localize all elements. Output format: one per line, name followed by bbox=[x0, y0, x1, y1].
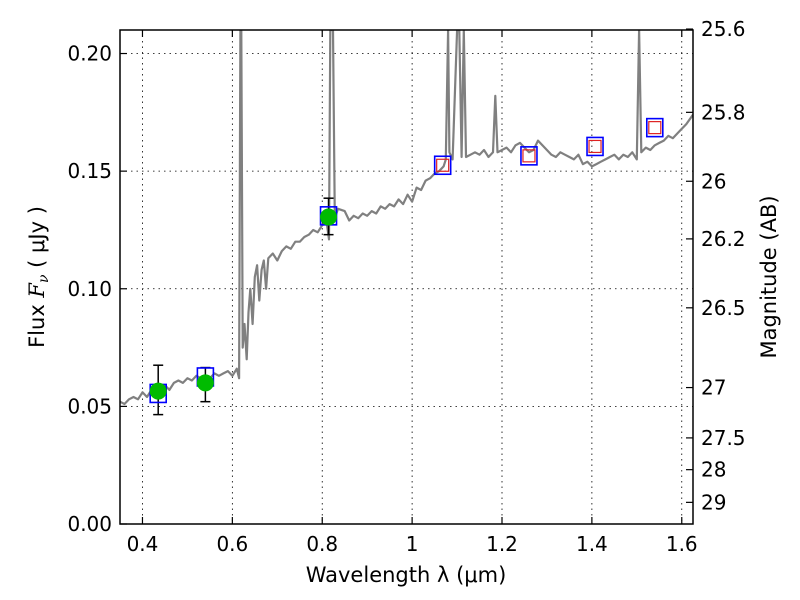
y2-tick-label: 27 bbox=[701, 376, 726, 400]
x-tick-label: 1 bbox=[406, 532, 419, 556]
y-axis-label-suffix: ( μJy ) bbox=[25, 206, 49, 274]
axes: 0.4 0.6 0.8 1 1.2 1.4 1.6 0.00 0.05 0.10 0.15 0.20 2… bbox=[67, 17, 745, 556]
observed-point bbox=[149, 382, 167, 400]
y-tick-label: 0.00 bbox=[67, 512, 112, 536]
x-tick-label: 0.8 bbox=[306, 532, 338, 556]
model-point bbox=[520, 146, 538, 166]
y-tick-label: 0.15 bbox=[67, 159, 112, 183]
y2-tick-label: 29 bbox=[701, 490, 726, 514]
observed-point bbox=[320, 208, 338, 226]
y-tick-label: 0.05 bbox=[67, 394, 112, 418]
model-point bbox=[433, 155, 452, 176]
limit-point bbox=[588, 139, 602, 154]
y2-tick-label: 27.5 bbox=[701, 426, 746, 450]
y2-tick-label: 28 bbox=[701, 458, 726, 482]
y-tick-label: 0.20 bbox=[67, 42, 112, 66]
y2-tick-label: 26.5 bbox=[701, 296, 746, 320]
x-tick-label: 0.6 bbox=[216, 532, 248, 556]
y-tick-label: 0.10 bbox=[67, 277, 112, 301]
limit-point bbox=[522, 149, 536, 163]
spectrum-line bbox=[120, 30, 693, 406]
plot-frame bbox=[119, 29, 694, 525]
y2-tick-label: 25.6 bbox=[701, 17, 746, 41]
model-point bbox=[645, 117, 664, 138]
limit-point bbox=[436, 158, 450, 172]
x-tick-label: 1.2 bbox=[486, 532, 518, 556]
limit-point bbox=[648, 121, 662, 135]
y-axis-label-symbol: F bbox=[25, 282, 49, 299]
data-layer bbox=[120, 30, 693, 416]
y-axis-label-subscript: ν bbox=[36, 274, 52, 283]
model-point bbox=[586, 136, 604, 157]
x-tick-label: 0.4 bbox=[127, 532, 159, 556]
y2-tick-label: 26 bbox=[701, 169, 726, 193]
x-tick-label: 1.6 bbox=[666, 532, 698, 556]
x-axis-label: Wavelength λ (μm) bbox=[306, 563, 507, 587]
x-tick-label: 1.4 bbox=[576, 532, 608, 556]
y2-tick-label: 25.8 bbox=[701, 100, 746, 124]
y-axis-label: Flux Fν ( μJy ) bbox=[25, 206, 52, 348]
y2-tick-label: 26.2 bbox=[701, 227, 746, 251]
y2-axis-label: Magnitude (AB) bbox=[757, 195, 781, 358]
y-axis-label-prefix: Flux bbox=[25, 298, 49, 348]
observed-point bbox=[196, 374, 214, 392]
